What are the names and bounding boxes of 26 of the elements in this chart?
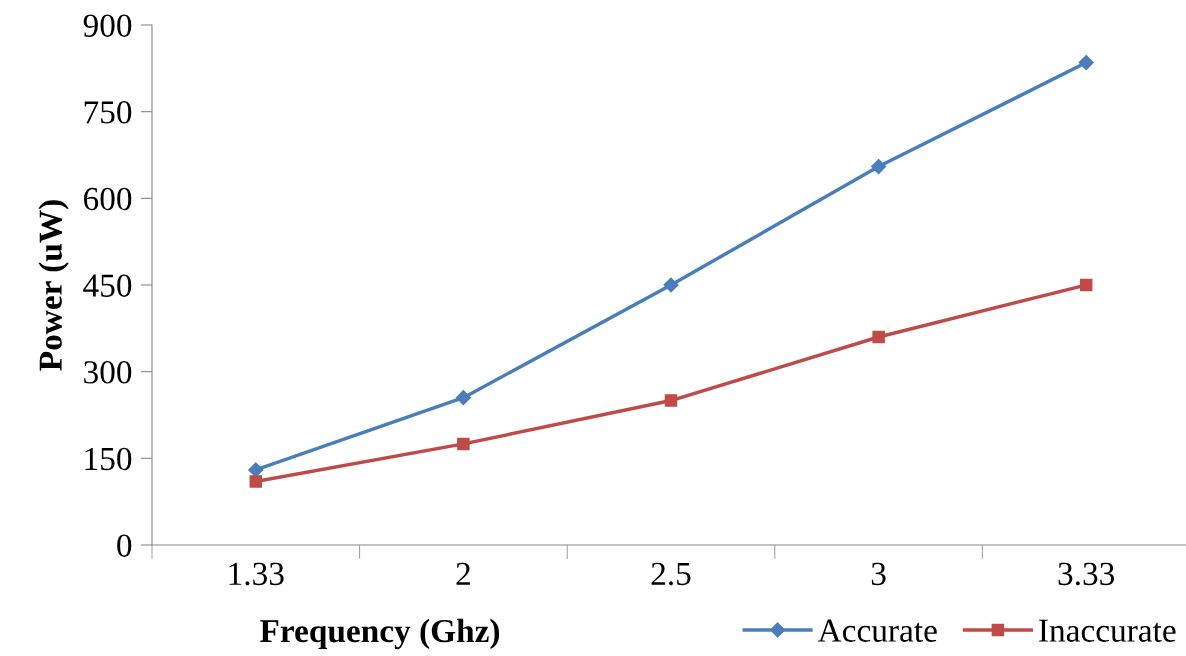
y-tick-label: 600 — [83, 187, 132, 211]
legend-label: Inaccurate — [1039, 619, 1176, 642]
x-tick-label: 1.33 — [229, 562, 284, 586]
y-tick-label: 300 — [84, 361, 132, 384]
x-tick-label: 3.33 — [1058, 562, 1115, 586]
point — [455, 390, 471, 406]
x-tick-label: 2 — [456, 562, 470, 585]
y-tick-label: 750 — [84, 101, 132, 124]
point — [457, 437, 470, 451]
point — [248, 462, 264, 478]
x-tick-label: 2.5 — [651, 562, 691, 586]
point — [1078, 54, 1094, 71]
y-tick-label: 150 — [85, 447, 132, 471]
point — [871, 158, 887, 175]
point — [664, 394, 678, 407]
y-tick-label: 900 — [83, 14, 132, 37]
y-tick-label: 0 — [117, 534, 132, 557]
legend-label: Accurate — [817, 619, 937, 642]
point — [872, 330, 885, 344]
point — [1079, 278, 1093, 292]
y-axis-title: Power (uW) — [38, 200, 69, 371]
x-tick-label: 3 — [871, 562, 886, 586]
y-tick-label: 450 — [83, 274, 132, 297]
point — [249, 475, 263, 488]
x-axis-title: Frequency (Ghz) — [260, 618, 500, 650]
point — [663, 277, 679, 293]
